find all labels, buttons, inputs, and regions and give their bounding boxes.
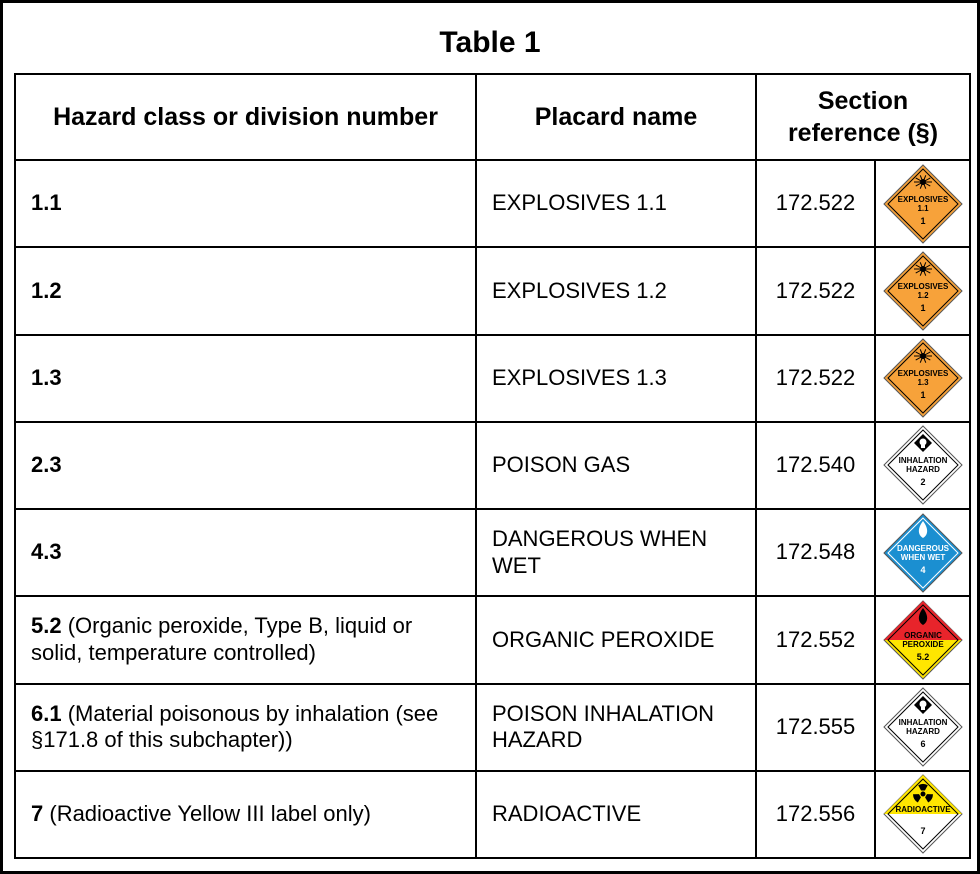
placard-name-cell: EXPLOSIVES 1.3	[475, 333, 757, 423]
placard-text: EXPLOSIVES	[897, 282, 948, 291]
hazard-class-cell: 5.2 (Organic peroxide, Type B, liquid or…	[14, 595, 477, 685]
hazard-class-description: (Material poisonous by inhalation (see §…	[31, 700, 439, 753]
placard-name-cell: RADIOACTIVE	[475, 769, 757, 860]
section-reference-cell: 172.540	[755, 420, 876, 511]
placard-text: 5.2	[916, 652, 929, 662]
table-row: 1.1 EXPLOSIVES 1.1 172.522 EXPLOSIVES 1.1 1	[14, 158, 971, 249]
section-reference-cell: 172.548	[755, 507, 876, 598]
placard-text: 1	[920, 303, 925, 313]
hazard-class-cell: 2.3	[14, 420, 477, 511]
hazard-class-cell: 7 (Radioactive Yellow III label only)	[14, 769, 477, 860]
placard-name-cell: EXPLOSIVES 1.1	[475, 158, 757, 249]
table-row: 2.3 POISON GAS 172.540 INHALATION HAZARD 2	[14, 420, 971, 511]
placard-text: WHEN WET	[900, 553, 945, 562]
hazard-class-cell: 1.2	[14, 246, 477, 336]
header-row: Hazard class or division number Placard …	[14, 73, 971, 161]
placard-name-cell: EXPLOSIVES 1.2	[475, 246, 757, 336]
hazard-class-number: 4.3	[31, 539, 62, 565]
placard-text: INHALATION	[898, 718, 947, 727]
hazard-class-description: (Radioactive Yellow III label only)	[43, 801, 371, 827]
header-section-label: Section reference (§)	[787, 86, 939, 148]
placard-text: EXPLOSIVES	[897, 195, 948, 204]
hazard-class-description: (Organic peroxide, Type B, liquid or sol…	[31, 613, 413, 665]
hazard-table: Hazard class or division number Placard …	[14, 73, 971, 860]
hazard-class-number: 5.2	[31, 613, 62, 639]
hazard-class-number: 2.3	[31, 452, 62, 478]
table-title: Table 1	[439, 26, 541, 59]
placard-icon-cell: ORGANIC PEROXIDE 5.2	[874, 595, 971, 685]
hazard-class-number: 1.2	[31, 277, 62, 303]
placard-name-cell: POISON GAS	[475, 420, 757, 511]
hazard-class-cell: 4.3	[14, 507, 477, 598]
placard-icon-cell: INHALATION HAZARD 2	[874, 420, 971, 511]
table-row: 6.1 (Material poisonous by inhalation (s…	[14, 682, 971, 772]
placard-name-cell: POISON INHALATION HAZARD	[475, 682, 757, 772]
placard-icon-cell: DANGEROUS WHEN WET 4	[874, 507, 971, 598]
radioactive-placard-icon: RADIOACTIVE 7	[882, 774, 963, 855]
placard-text: ORGANIC	[904, 631, 942, 640]
section-reference-cell: 172.555	[755, 682, 876, 772]
placard-text: 1.3	[917, 378, 929, 387]
placard-text: 6	[920, 739, 925, 749]
placard-icon-cell: EXPLOSIVES 1.3 1	[874, 333, 971, 423]
placard-text: PEROXIDE	[902, 640, 944, 649]
placard-text: RADIOACTIVE	[895, 805, 951, 814]
placard-text: INHALATION	[898, 456, 947, 465]
header-placard-name: Placard name	[475, 73, 757, 161]
placard-text: 4	[920, 565, 925, 575]
placard-text: 1	[920, 216, 925, 226]
table-row: 7 (Radioactive Yellow III label only) RAD…	[14, 769, 971, 860]
placard-text: HAZARD	[906, 727, 940, 736]
hazard-class-cell: 1.1	[14, 158, 477, 249]
table-row: 1.2 EXPLOSIVES 1.2 172.522 EXPLOSIVES 1.2 1	[14, 246, 971, 336]
hazard-class-number: 7	[31, 801, 44, 827]
placard-name-cell: ORGANIC PEROXIDE	[475, 595, 757, 685]
placard-icon-cell: RADIOACTIVE 7	[874, 769, 971, 860]
placard-text: DANGEROUS	[896, 544, 949, 553]
section-reference-cell: 172.522	[755, 246, 876, 336]
header-hazard-class: Hazard class or division number	[14, 73, 477, 161]
hazard-class-cell: 1.3	[14, 333, 477, 423]
placard-text: 1.2	[917, 291, 929, 300]
placard-text: EXPLOSIVES	[897, 369, 948, 378]
section-reference-cell: 172.522	[755, 158, 876, 249]
placard-text: 1	[920, 390, 925, 400]
placard-icon-cell: INHALATION HAZARD 6	[874, 682, 971, 772]
section-reference-cell: 172.556	[755, 769, 876, 860]
table-row: 5.2 (Organic peroxide, Type B, liquid or…	[14, 595, 971, 685]
section-reference-cell: 172.552	[755, 595, 876, 685]
hazard-class-number: 1.1	[31, 190, 62, 216]
table-row: 1.3 EXPLOSIVES 1.3 172.522 EXPLOSIVES 1.3 1	[14, 333, 971, 423]
hazard-class-cell: 6.1 (Material poisonous by inhalation (s…	[14, 682, 477, 772]
table-row: 4.3 DANGEROUS WHEN WET 172.548 DANGEROUS WHE…	[14, 507, 971, 598]
placard-name-cell: DANGEROUS WHEN WET	[475, 507, 757, 598]
header-section-reference: Section reference (§)	[755, 73, 971, 161]
placard-text: 7	[920, 826, 925, 836]
placard-text: 2	[920, 477, 925, 487]
placard-text: 1.1	[917, 204, 929, 213]
hazard-class-number: 6.1	[31, 700, 62, 726]
hazard-class-number: 1.3	[31, 364, 62, 390]
section-reference-cell: 172.522	[755, 333, 876, 423]
placard-text: HAZARD	[906, 465, 940, 474]
placard-icon-cell: EXPLOSIVES 1.1 1	[874, 158, 971, 249]
placard-icon-cell: EXPLOSIVES 1.2 1	[874, 246, 971, 336]
